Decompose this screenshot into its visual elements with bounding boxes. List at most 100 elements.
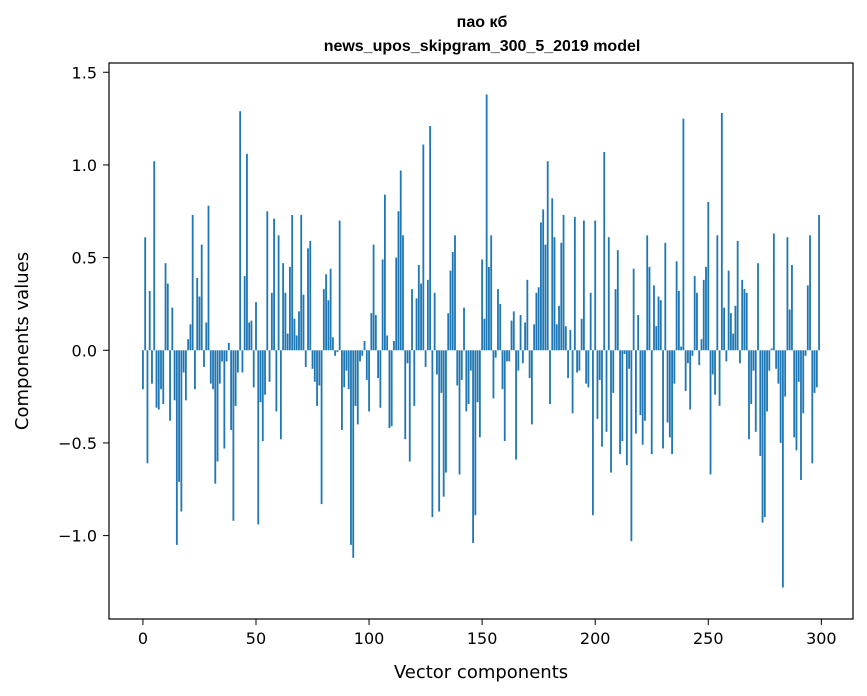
bar bbox=[408, 350, 411, 462]
bar bbox=[151, 350, 153, 384]
bar bbox=[677, 290, 680, 351]
y-axis-label: Components values bbox=[12, 252, 33, 430]
bar bbox=[766, 350, 768, 412]
bar bbox=[682, 118, 685, 351]
bar bbox=[750, 350, 753, 405]
bar bbox=[809, 235, 811, 351]
bar bbox=[397, 211, 400, 351]
bar bbox=[777, 350, 780, 384]
bar bbox=[779, 350, 782, 443]
bar bbox=[415, 298, 418, 351]
bar bbox=[598, 350, 601, 380]
bar bbox=[802, 350, 805, 414]
bar bbox=[732, 333, 735, 351]
bar bbox=[413, 350, 416, 406]
bar bbox=[596, 350, 599, 419]
bar bbox=[576, 350, 579, 373]
bar bbox=[567, 350, 569, 379]
bar bbox=[639, 350, 642, 416]
bar bbox=[781, 350, 784, 588]
bar bbox=[311, 350, 314, 369]
bar bbox=[474, 350, 477, 516]
bar bbox=[241, 350, 244, 373]
bar bbox=[196, 277, 199, 351]
bar bbox=[356, 350, 359, 425]
bar bbox=[589, 292, 592, 351]
bar bbox=[320, 350, 323, 505]
bar bbox=[664, 242, 667, 351]
bar bbox=[189, 324, 192, 351]
bar bbox=[447, 313, 450, 351]
bar bbox=[286, 333, 289, 351]
bar bbox=[793, 350, 796, 438]
y-tick-label: −1.0 bbox=[58, 527, 97, 546]
bar bbox=[203, 350, 205, 367]
bar bbox=[144, 237, 147, 351]
chart-title: пао кб bbox=[457, 14, 508, 31]
bar bbox=[399, 170, 402, 351]
bar bbox=[187, 339, 190, 351]
x-tick-label: 0 bbox=[138, 629, 148, 648]
bar bbox=[797, 350, 800, 382]
bar bbox=[338, 220, 341, 351]
bar bbox=[739, 350, 741, 364]
bar bbox=[607, 237, 610, 351]
bar bbox=[329, 268, 332, 351]
bar bbox=[304, 350, 307, 367]
bar bbox=[515, 350, 517, 460]
bar bbox=[501, 350, 504, 390]
bar bbox=[284, 292, 287, 351]
bar bbox=[216, 350, 219, 462]
bar bbox=[198, 296, 201, 351]
bar bbox=[212, 350, 214, 390]
bar bbox=[218, 350, 221, 384]
bar bbox=[560, 242, 563, 351]
bar bbox=[273, 218, 275, 351]
bar bbox=[404, 350, 407, 440]
bar bbox=[248, 322, 251, 351]
bar bbox=[252, 350, 255, 388]
bar bbox=[381, 259, 384, 351]
bar bbox=[754, 350, 757, 432]
bar bbox=[734, 305, 737, 351]
bar bbox=[628, 350, 631, 369]
bar bbox=[684, 350, 687, 392]
bar bbox=[363, 341, 366, 351]
bar bbox=[225, 350, 228, 362]
bar bbox=[169, 350, 171, 421]
bar bbox=[510, 320, 513, 351]
bar bbox=[727, 270, 730, 351]
x-tick-label: 300 bbox=[806, 629, 837, 648]
bar bbox=[804, 350, 807, 356]
bar bbox=[517, 350, 520, 371]
bar bbox=[255, 302, 257, 351]
bar bbox=[246, 153, 248, 351]
bar bbox=[372, 244, 375, 351]
bar bbox=[354, 350, 357, 406]
bar bbox=[544, 244, 547, 351]
bar bbox=[558, 305, 560, 351]
bar bbox=[481, 259, 484, 351]
bar bbox=[406, 350, 409, 364]
bar bbox=[300, 214, 303, 351]
bar bbox=[166, 283, 169, 351]
bar bbox=[302, 294, 305, 351]
bar bbox=[370, 313, 373, 351]
bar bbox=[592, 350, 594, 516]
bar bbox=[268, 350, 271, 382]
y-tick-label: 0.0 bbox=[72, 341, 97, 360]
bar bbox=[445, 350, 447, 473]
bar bbox=[806, 285, 809, 351]
chart-subtitle: news_upos_skipgram_300_5_2019 model bbox=[324, 38, 641, 55]
bar bbox=[478, 350, 481, 438]
bar bbox=[759, 350, 762, 456]
bar bbox=[207, 205, 210, 351]
bar bbox=[578, 350, 581, 371]
bar bbox=[173, 350, 176, 401]
bar bbox=[313, 350, 316, 382]
bar bbox=[431, 350, 434, 518]
y-axis-ticks: −1.0 −0.5 0.0 0.5 1.0 1.5 bbox=[58, 63, 109, 546]
x-tick-label: 50 bbox=[246, 629, 266, 648]
bar bbox=[467, 350, 470, 405]
